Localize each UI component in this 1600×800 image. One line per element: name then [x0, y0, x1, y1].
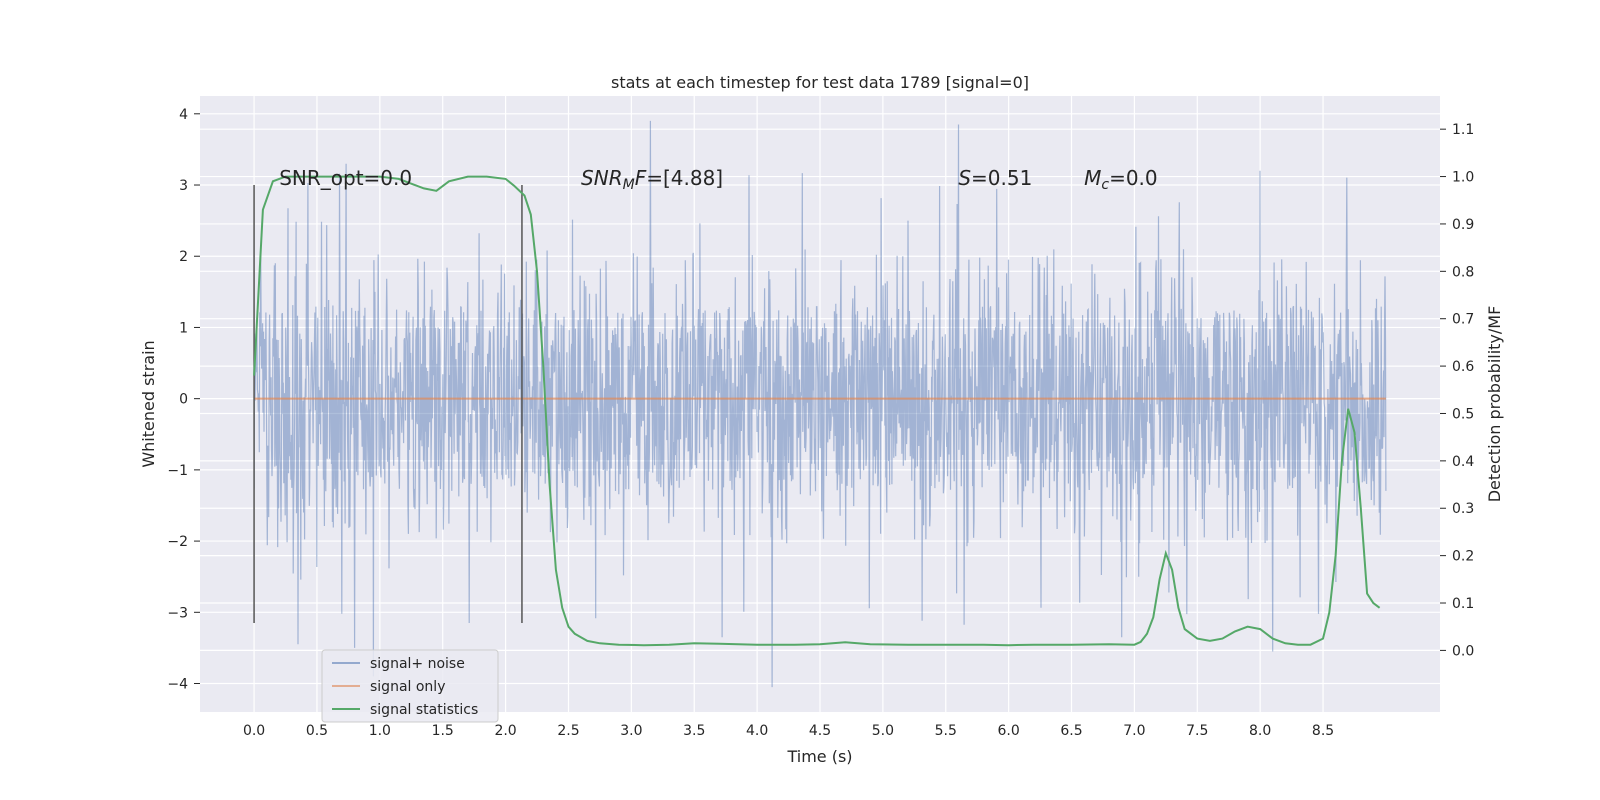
x-tick-label: 1.0	[369, 723, 391, 739]
y-right-tick-label: 0.7	[1452, 312, 1474, 328]
y-right-tick-label: 0.6	[1452, 359, 1474, 375]
x-axis-label: Time (s)	[786, 747, 852, 766]
y-right-tick-label: 0.4	[1452, 454, 1474, 470]
y-axis-right: 0.0 0.1 0.2 0.3 0.4 0.5 0.6 0.7 0.8 0.9 1.0 1.1	[1440, 122, 1474, 659]
annotation-part: M	[1084, 166, 1101, 190]
x-tick-label: 0.5	[306, 723, 328, 739]
annotation-part: =0.51	[971, 166, 1032, 190]
chart-title: stats at each timestep for test data 178…	[611, 73, 1029, 92]
y-right-tick-label: 0.5	[1452, 406, 1474, 422]
y-right-tick-label: 0.3	[1452, 501, 1474, 517]
x-tick-label: 5.5	[935, 723, 957, 739]
x-tick-label: 7.5	[1186, 723, 1208, 739]
legend-label-stats: signal statistics	[370, 702, 478, 718]
noise-trace	[253, 120, 1387, 688]
x-tick-label: 3.0	[620, 723, 642, 739]
y-right-tick-label: 0.1	[1452, 596, 1474, 612]
x-tick-label: 7.0	[1123, 723, 1145, 739]
y-tick-label: −3	[167, 605, 188, 621]
grid	[200, 96, 1440, 712]
y-tick-label: 2	[179, 249, 188, 265]
x-tick-label: 8.0	[1249, 723, 1271, 739]
x-tick-label: 8.5	[1312, 723, 1334, 739]
y-right-axis-label: Detection probability/MF	[1485, 306, 1504, 503]
annotation-part: =0.0	[1109, 166, 1158, 190]
annotation-part: c	[1101, 177, 1109, 193]
stats-line	[253, 175, 1381, 647]
x-tick-label: 6.0	[998, 723, 1020, 739]
y-right-tick-label: 1.1	[1452, 122, 1474, 138]
annotation-part: =[4.88]	[646, 166, 723, 190]
y-right-tick-label: 0.9	[1452, 217, 1474, 233]
legend-label-signal: signal only	[370, 679, 445, 695]
x-tick-label: 5.0	[872, 723, 894, 739]
y-tick-label: 4	[179, 107, 188, 123]
annotation-part: M	[623, 177, 635, 193]
y-right-tick-label: 0.8	[1452, 264, 1474, 280]
stats-series	[253, 175, 1381, 647]
legend: signal+ noise signal only signal statist…	[321, 649, 499, 723]
x-tick-label: 4.5	[809, 723, 831, 739]
legend-label-noise: signal+ noise	[370, 656, 465, 672]
x-tick-label: 6.5	[1060, 723, 1082, 739]
x-tick-label: 1.5	[432, 723, 454, 739]
y-right-tick-label: 1.0	[1452, 170, 1474, 186]
annotation: SNRMF=[4.88]	[581, 166, 723, 193]
annotation-part: S	[958, 166, 971, 190]
y-tick-label: −1	[167, 463, 188, 479]
y-axis-label: Whitened strain	[139, 340, 158, 467]
y-tick-label: −4	[167, 677, 188, 693]
y-axis-left: 4 3 2 1 0 −1 −2 −3 −4	[167, 107, 200, 693]
x-tick-label: 2.0	[494, 723, 516, 739]
x-tick-label: 4.0	[746, 723, 768, 739]
annotation: SNR_opt=0.0	[279, 166, 412, 190]
annotation: S=0.51	[958, 166, 1032, 190]
y-tick-label: −2	[167, 534, 188, 550]
noise-series	[253, 120, 1387, 688]
y-right-tick-label: 0.2	[1452, 549, 1474, 565]
y-tick-label: 1	[179, 320, 188, 336]
annotations: SNR_opt=0.0 SNRMF=[4.88] S=0.51 Mc=0.0	[279, 166, 1157, 193]
annotation-part: SNR	[581, 166, 623, 190]
annotation: Mc=0.0	[1084, 166, 1158, 193]
x-tick-label: 3.5	[683, 723, 705, 739]
x-axis: 0.0 0.5 1.0 1.5 2.0 2.5 3.0 3.5 4.0 4.5 5.0 5.5 6.0 6…	[243, 723, 1334, 739]
vlines	[253, 185, 523, 623]
annotation-part: F	[635, 166, 647, 190]
x-tick-label: 0.0	[243, 723, 265, 739]
y-right-tick-label: 0.0	[1452, 643, 1474, 659]
x-tick-label: 2.5	[557, 723, 579, 739]
legend-box	[321, 649, 499, 723]
y-tick-label: 3	[179, 178, 188, 194]
y-tick-label: 0	[179, 392, 188, 408]
